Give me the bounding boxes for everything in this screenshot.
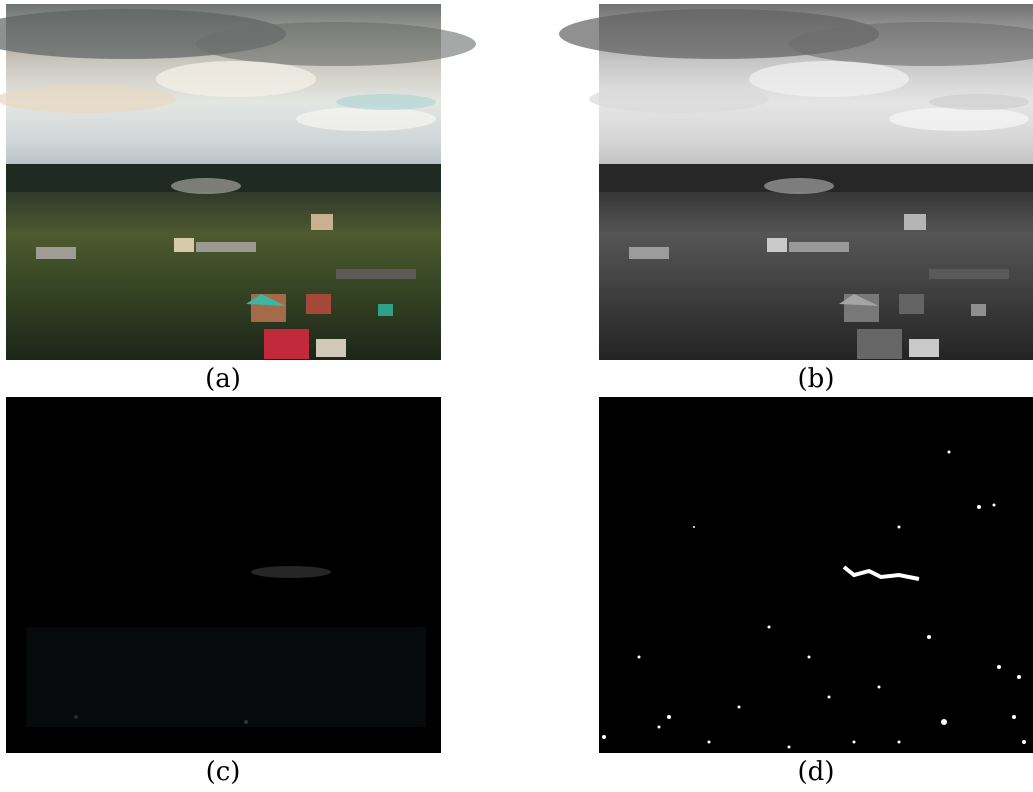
panel-b-image [559,4,1033,360]
caption: (d) [798,757,835,787]
caption: (a) [205,364,241,394]
caption: (b) [798,364,835,394]
figure-page: (a) (b) (c) (d) (() => { const data = JS… [0,0,1033,792]
figure: (a) (b) (c) (d) [0,0,1033,792]
panel-d-image [599,397,1033,753]
caption: (c) [206,757,241,787]
panel-c-image [6,397,441,753]
panel-a-image [0,4,476,360]
